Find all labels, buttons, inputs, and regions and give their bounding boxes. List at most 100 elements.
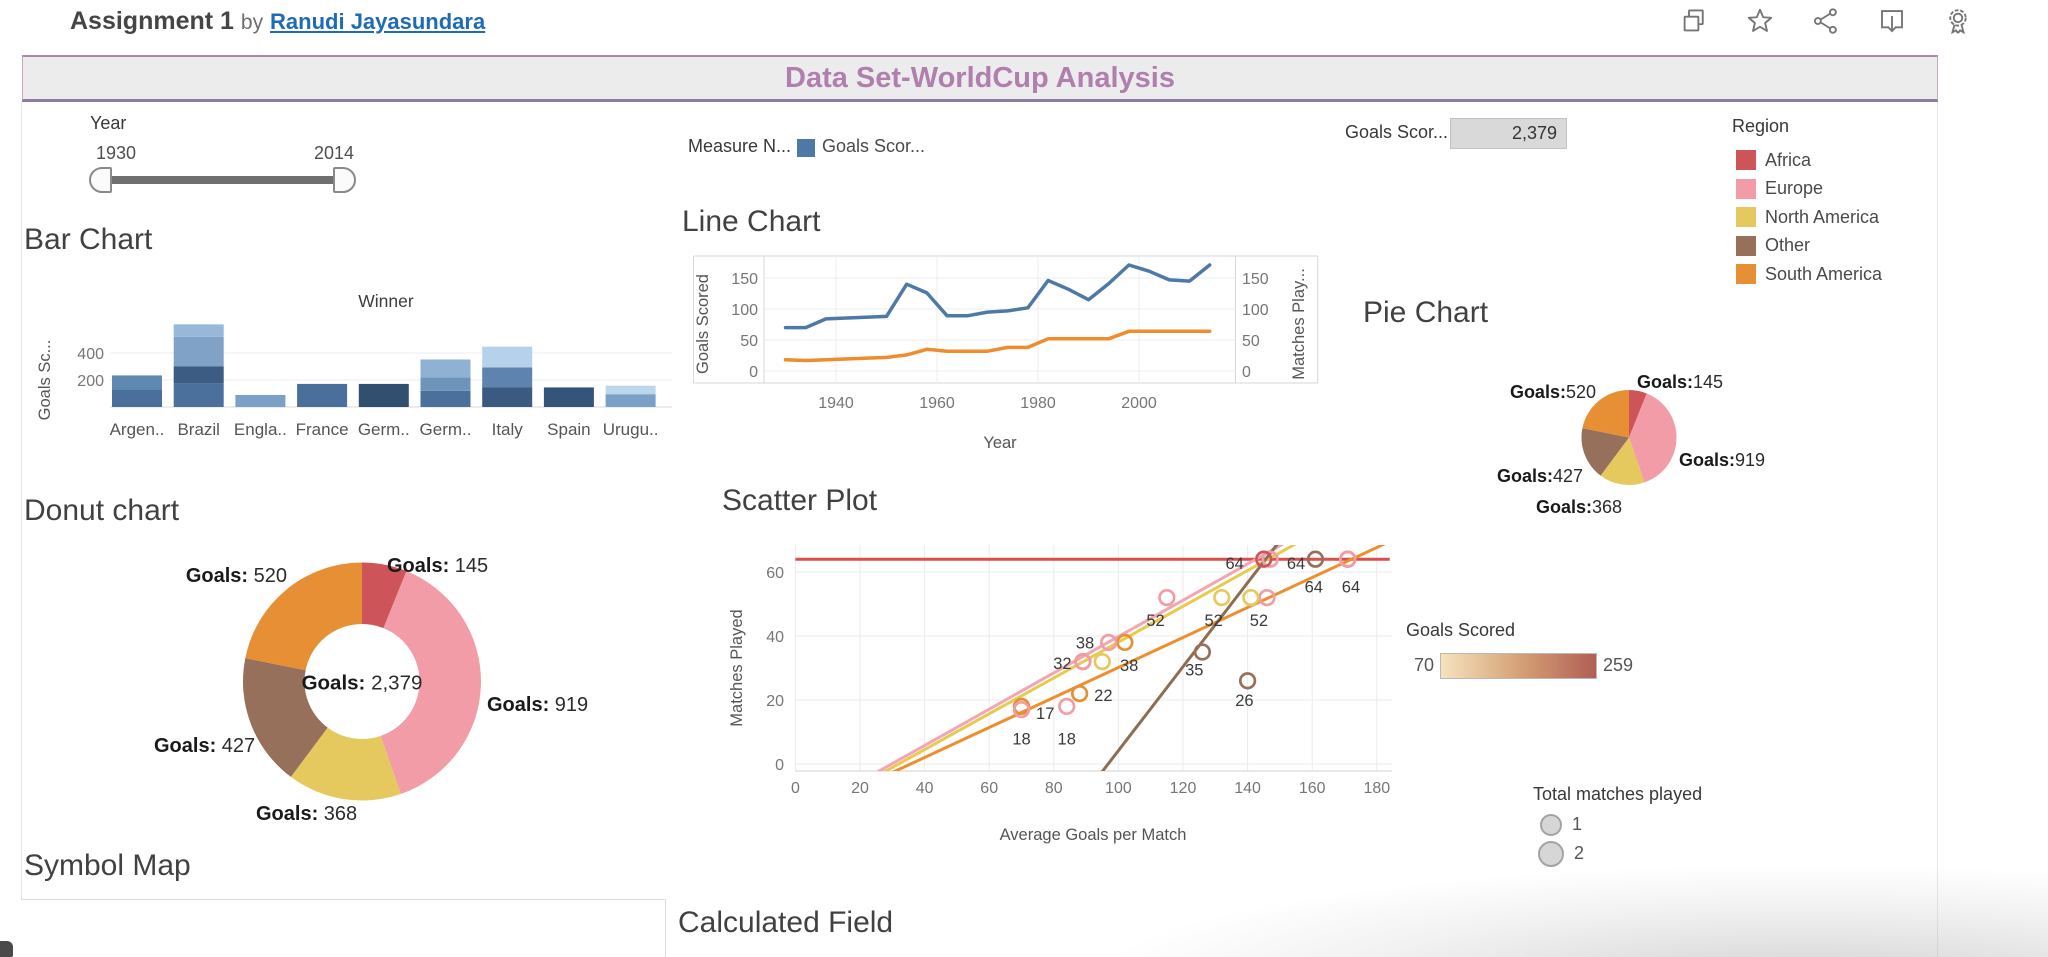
pie-slice[interactable]	[1582, 390, 1629, 438]
scatter-point[interactable]	[1193, 643, 1212, 661]
y-tick-label: 40	[766, 629, 784, 646]
slice-label: Goals: 520	[186, 565, 287, 587]
scatter-point[interactable]	[1012, 700, 1031, 719]
scatter-point-label: 52	[1250, 612, 1268, 630]
slice-label: Goals:919	[1679, 450, 1765, 470]
x-tick-label: 20	[851, 780, 869, 797]
badge-icon[interactable]	[1942, 6, 1974, 38]
pie-slice[interactable]	[1600, 437, 1645, 485]
copy-icon[interactable]	[1678, 6, 1710, 38]
download-icon	[1881, 10, 1903, 33]
donut-slice[interactable]	[242, 658, 328, 777]
goals-filter-value[interactable]: 2,379	[1450, 118, 1567, 149]
donut-slice[interactable]	[290, 727, 401, 801]
symbol-map-panel[interactable]	[21, 899, 666, 957]
bar-category-label: Germ..	[420, 420, 472, 439]
bar-segment[interactable]	[420, 390, 471, 407]
scatter-point[interactable]	[1100, 633, 1118, 652]
region-legend-item[interactable]: Other	[1736, 232, 1882, 261]
region-legend-item[interactable]: Africa	[1736, 146, 1882, 175]
bar-segment[interactable]	[173, 336, 224, 367]
bar-segment[interactable]	[420, 359, 471, 378]
region-legend-item[interactable]: South America	[1736, 260, 1882, 289]
download-icon[interactable]	[1876, 6, 1908, 38]
bar-category-label: Argen..	[110, 420, 165, 439]
pie-slice[interactable]	[1581, 428, 1629, 476]
top-header: Assignment 1 by Ranudi Jayasundara	[0, 0, 2048, 46]
bar-segment[interactable]	[482, 367, 533, 388]
pie-slice[interactable]	[1629, 393, 1677, 483]
bar-category-label: France	[296, 420, 349, 439]
legend-swatch	[1736, 264, 1756, 285]
scatter-y-axis-label: Matches Played	[728, 609, 746, 726]
scatter-point-label: 64	[1226, 555, 1244, 573]
map-marker-fragment	[0, 941, 13, 957]
pie-chart-heading: Pie Chart	[1363, 296, 1489, 329]
star-icon[interactable]	[1744, 6, 1776, 38]
bar-segment[interactable]	[173, 324, 224, 337]
size-legend-item: 2	[1538, 839, 1584, 868]
y-tick-label-right: 100	[1242, 302, 1269, 319]
scatter-point[interactable]	[1242, 588, 1260, 607]
donut-slice[interactable]	[245, 562, 362, 671]
donut-chart: Goals: 145 Goals: 919 Goals: 368 Goals: 427…	[154, 555, 588, 825]
bar-segment[interactable]	[358, 383, 409, 407]
scatter-point[interactable]	[1070, 684, 1089, 703]
year-slider-handle-right[interactable]	[333, 167, 356, 193]
bar-segment[interactable]	[112, 389, 162, 407]
region-legend-item[interactable]: Europe	[1736, 175, 1882, 204]
gradient-legend-bar[interactable]	[1440, 653, 1597, 679]
scatter-point[interactable]	[1116, 633, 1134, 652]
goals-filter-label: Goals Scor...	[1345, 122, 1449, 142]
scatter-point[interactable]	[1255, 550, 1273, 568]
legend-swatch	[1736, 207, 1756, 228]
scatter-point[interactable]	[1213, 588, 1231, 607]
scatter-point[interactable]	[1258, 588, 1276, 607]
x-tick-label: 1940	[818, 395, 854, 412]
scatter-point[interactable]	[1261, 550, 1279, 568]
measure-item-label[interactable]: Goals Scor...	[822, 136, 926, 156]
bar-segment[interactable]	[297, 383, 348, 407]
bar-chart-title: Winner	[358, 291, 414, 311]
region-legend-item[interactable]: North America	[1736, 203, 1882, 232]
bar-segment[interactable]	[543, 387, 594, 407]
bar-segment[interactable]	[235, 394, 286, 407]
author-link[interactable]: Ranudi Jayasundara	[270, 9, 486, 34]
scatter-point[interactable]	[1339, 550, 1357, 568]
donut-slice[interactable]	[380, 571, 482, 795]
x-tick-label: 80	[1045, 780, 1063, 797]
x-tick-label: 60	[980, 780, 998, 797]
scatter-point[interactable]	[1074, 652, 1092, 671]
scatter-point[interactable]	[1238, 672, 1257, 690]
x-tick-label: 100	[1105, 780, 1132, 797]
size-legend-title: Total matches played	[1533, 784, 1703, 804]
donut-center-label: Goals: 2,379	[302, 672, 423, 695]
x-tick-label: 160	[1299, 780, 1326, 797]
bar-segment[interactable]	[112, 375, 162, 390]
scatter-point[interactable]	[1093, 652, 1111, 671]
bar-segment[interactable]	[173, 383, 224, 407]
scatter-point-label: 18	[1012, 730, 1030, 748]
donut-slice[interactable]	[362, 562, 407, 629]
scatter-point[interactable]	[1058, 697, 1076, 716]
line-series[interactable]	[783, 263, 1212, 330]
bar-segment[interactable]	[482, 387, 533, 407]
share-icon[interactable]	[1810, 6, 1842, 38]
y-tick-label-left: 0	[749, 364, 758, 381]
line-series[interactable]	[783, 329, 1212, 363]
legend-label: Africa	[1765, 149, 1812, 170]
bar-segment[interactable]	[420, 377, 471, 391]
line-chart: 1940 1960 1980 2000 0 0 50 50 100 100 150 150 Goals …	[693, 255, 1319, 452]
bar-segment[interactable]	[173, 366, 224, 384]
year-slider-track[interactable]	[98, 176, 346, 184]
bar-segment[interactable]	[605, 385, 656, 395]
scatter-point[interactable]	[1158, 588, 1176, 607]
pie-slice[interactable]	[1629, 390, 1647, 438]
bar-segment[interactable]	[482, 346, 533, 368]
legend-label: North America	[1765, 206, 1880, 227]
year-slider-handle-left[interactable]	[89, 167, 112, 193]
scatter-point[interactable]	[1306, 550, 1325, 568]
bar-category-label: Urugu..	[603, 420, 659, 439]
bar-segment[interactable]	[605, 394, 656, 407]
